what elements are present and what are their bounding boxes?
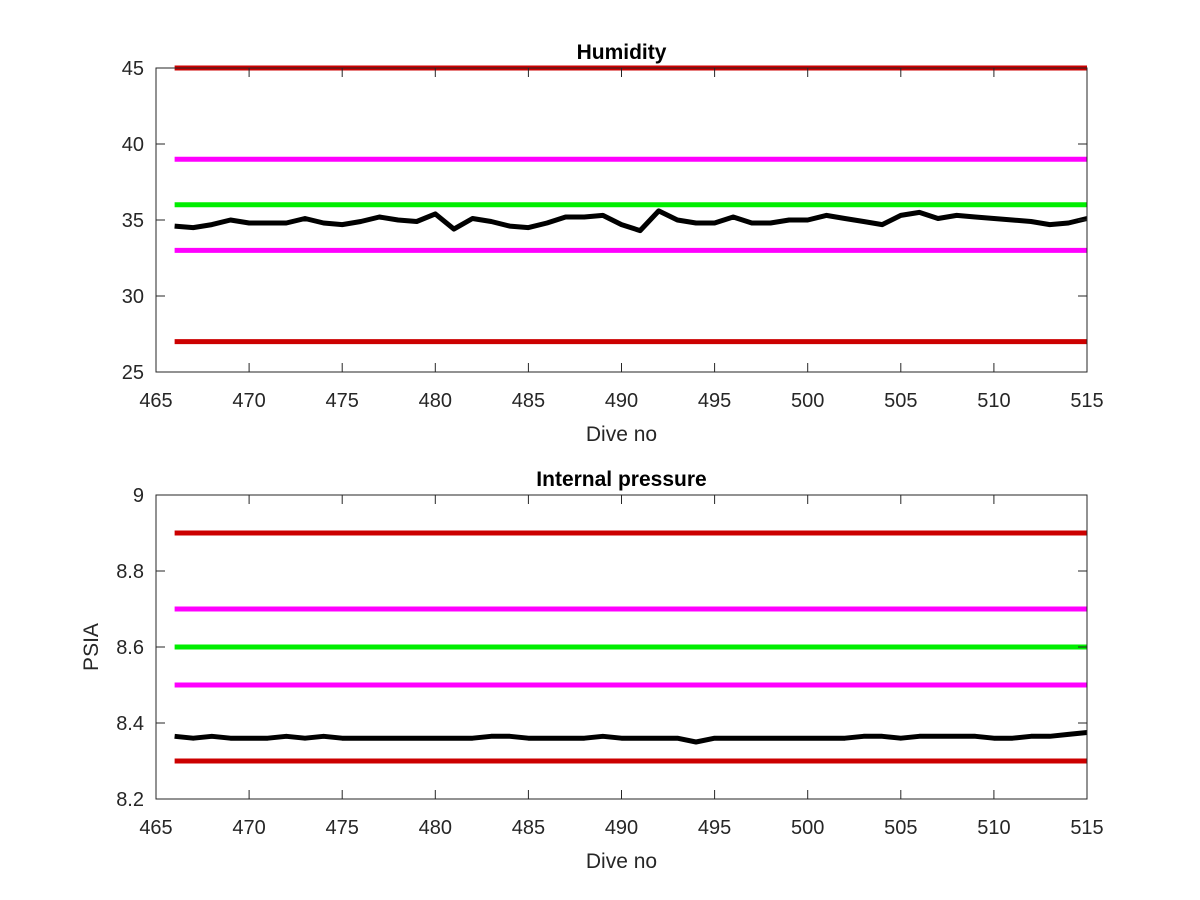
x-tick-label: 485 (512, 817, 545, 839)
x-tick-label: 500 (791, 390, 824, 412)
x-tick-label: 500 (791, 817, 824, 839)
x-tick-label: 465 (139, 817, 172, 839)
chart-title: Humidity (577, 41, 667, 64)
y-tick-label: 40 (122, 134, 144, 156)
y-axis-label: PSIA (80, 623, 103, 671)
y-tick-label: 8.8 (116, 561, 144, 583)
x-tick-label: 470 (232, 817, 265, 839)
x-tick-label: 515 (1070, 390, 1103, 412)
x-tick-label: 505 (884, 390, 917, 412)
x-tick-label: 495 (698, 817, 731, 839)
chart-title: Internal pressure (536, 468, 706, 491)
x-tick-label: 495 (698, 390, 731, 412)
x-tick-label: 465 (139, 390, 172, 412)
x-tick-label: 480 (419, 817, 452, 839)
data-series-line (174, 730, 1088, 745)
humidity-chart: 465 470 475 480 485 490 495 500 505 510 515 25 30 35 4… (122, 41, 1104, 446)
x-tick-label: 510 (977, 390, 1010, 412)
x-tick-label: 475 (326, 817, 359, 839)
y-tick-label: 30 (122, 286, 144, 308)
x-tick-label: 490 (605, 817, 638, 839)
x-tick-label: 510 (977, 817, 1010, 839)
x-tick-label: 480 (419, 390, 452, 412)
x-tick-label: 515 (1070, 817, 1103, 839)
x-axis-label: Dive no (586, 850, 657, 873)
x-axis-label: Dive no (586, 423, 657, 446)
x-tick-label: 470 (232, 390, 265, 412)
x-tick-label: 475 (326, 390, 359, 412)
y-tick-label: 8.2 (116, 789, 144, 811)
y-tick-label: 8.4 (116, 713, 144, 735)
y-tick-label: 9 (133, 485, 144, 507)
y-tick-label: 25 (122, 362, 144, 384)
y-tick-label: 35 (122, 210, 144, 232)
x-tick-label: 505 (884, 817, 917, 839)
data-series-line (174, 208, 1088, 234)
internal-pressure-chart: 465 470 475 480 485 490 495 500 505 510 515 8.2 8.4 8… (80, 468, 1104, 873)
y-tick-label: 8.6 (116, 637, 144, 659)
x-tick-label: 490 (605, 390, 638, 412)
x-tick-label: 485 (512, 390, 545, 412)
y-tick-label: 45 (122, 58, 144, 80)
